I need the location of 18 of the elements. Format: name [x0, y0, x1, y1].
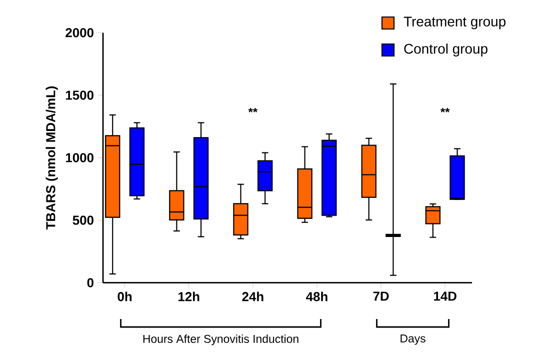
y-tick-label: 2000	[66, 28, 94, 38]
x-tick-label: 0h	[118, 292, 132, 302]
y-tick-label: 0	[87, 278, 94, 288]
x-tick-label: 48h	[306, 292, 328, 302]
legend-label: Treatment group	[404, 16, 506, 30]
annotation: **	[248, 108, 258, 112]
x-tick-label: 7D	[373, 292, 389, 301]
annotation: **	[440, 108, 450, 112]
x-tick-label: 12h	[178, 292, 200, 302]
y-tick-label: 1500	[66, 90, 94, 100]
y-tick-label: 1000	[66, 153, 94, 162]
text: Days	[400, 334, 426, 345]
y-axis-title: TBARS (nmol MDA/mL)	[46, 86, 58, 230]
legend-label: Control group	[404, 43, 488, 56]
y-tick-label: 500	[72, 216, 94, 225]
text: Hours After Synovitis Induction	[143, 334, 298, 346]
x-tick-label: 24h	[242, 292, 264, 302]
x-tick-label: 14D	[434, 292, 456, 301]
